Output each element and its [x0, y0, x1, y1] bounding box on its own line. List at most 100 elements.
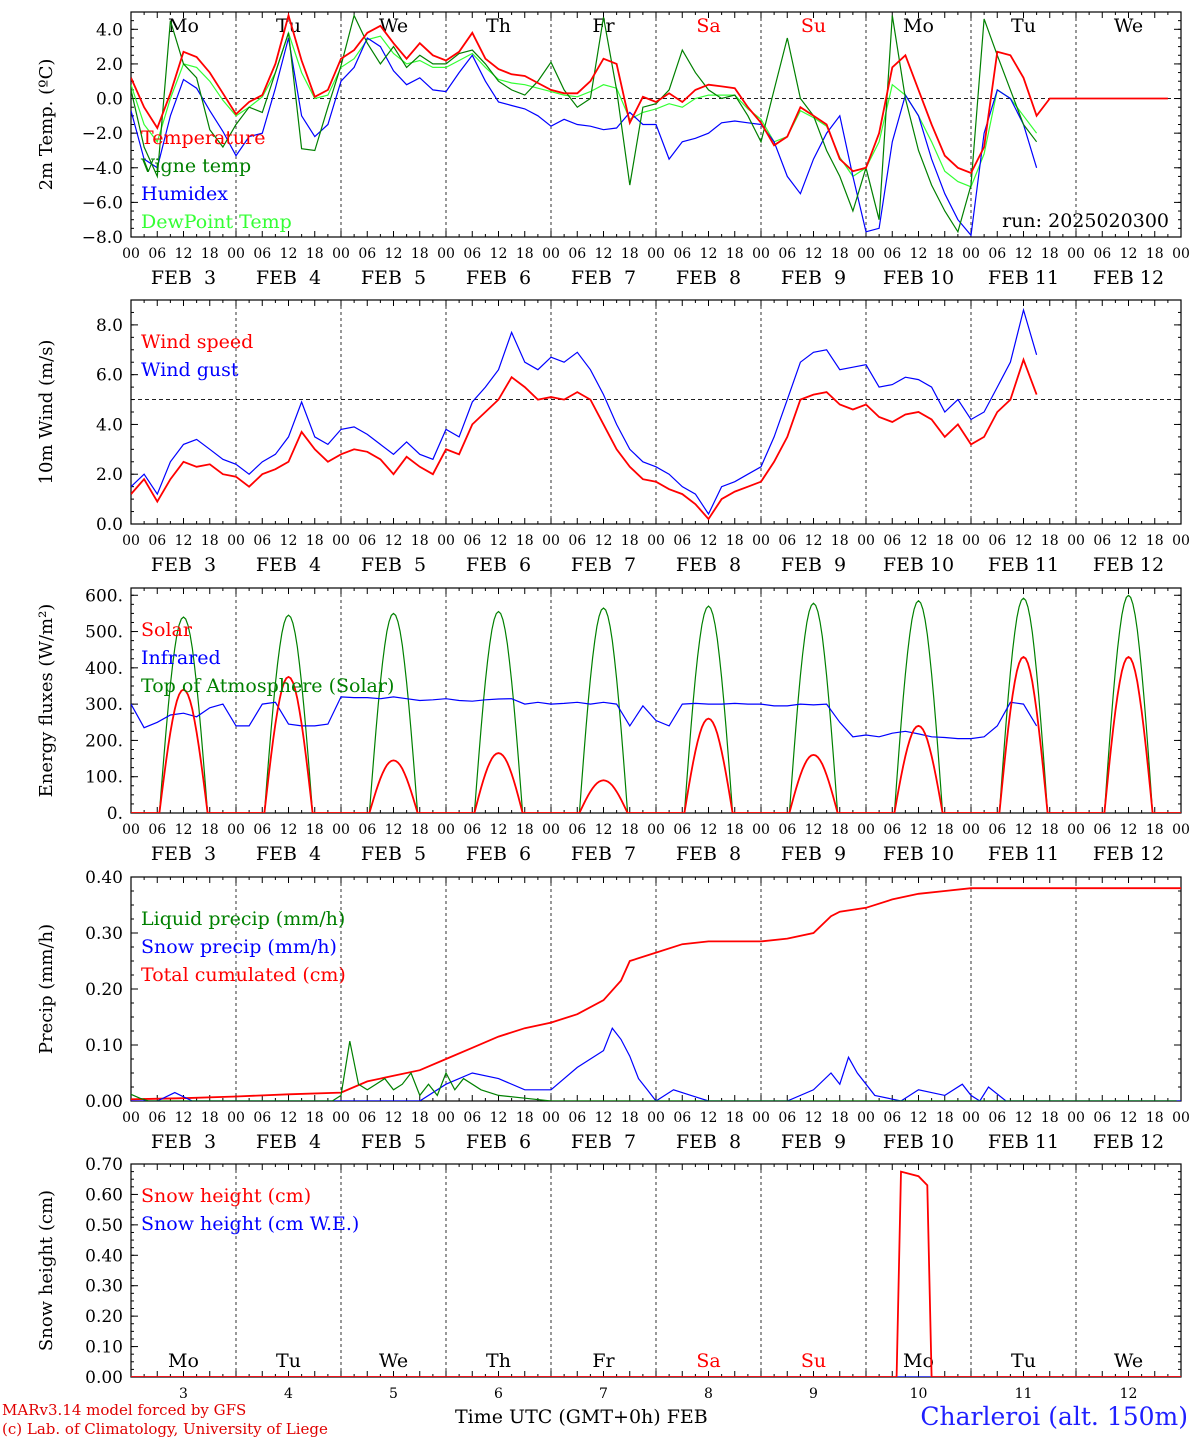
hour-tick-label: 06: [778, 246, 796, 262]
hour-tick-label: 06: [673, 1110, 691, 1126]
day-label: FEB 4: [256, 267, 321, 289]
panel-wind: 0.0 2.0 4.0 6.0 8.0 10m Wind (m/s) 00 06 12 18 00 0…: [36, 299, 1190, 576]
weekday-label: Tu: [1011, 15, 1036, 37]
hour-tick-label: 18: [411, 822, 429, 838]
series-vigne-temp: [131, 13, 1038, 234]
hour-tick-label: 00: [542, 533, 560, 549]
hour-tick-label: 00: [752, 246, 770, 262]
y-tick-label: 300.: [85, 695, 123, 715]
weekday-label: We: [379, 15, 408, 37]
credit-lab: (c) Lab. of Climatology, University of L…: [2, 1420, 328, 1438]
hour-tick-label: 18: [516, 822, 534, 838]
hour-tick-label: 12: [385, 822, 403, 838]
hour-tick-label: 00: [857, 1110, 875, 1126]
day-label: FEB 5: [361, 554, 426, 576]
y-tick-label: 0.30: [85, 1277, 123, 1297]
hour-tick-label: 12: [175, 822, 193, 838]
weekday-label: Su: [801, 15, 826, 37]
hour-tick-label: 18: [201, 246, 219, 262]
day-label: FEB 7: [571, 267, 636, 289]
legend-entry: Wind speed: [141, 331, 253, 353]
hour-tick-label: 00: [437, 246, 455, 262]
hour-tick-label: 06: [358, 822, 376, 838]
y-tick-label: −8.0: [82, 228, 123, 248]
hour-tick-label: 12: [280, 822, 298, 838]
legend-entry: Wind gust: [141, 359, 239, 381]
panel-energy: 0. 100. 200. 300. 400. 500. 600. Energy fluxes …: [36, 586, 1190, 865]
plot-frame: [130, 587, 1182, 814]
day-number-label: 4: [284, 1386, 293, 1400]
legend-entry: Top of Atmosphere (Solar): [141, 675, 394, 697]
y-tick-label: 0.0: [96, 515, 123, 535]
hour-tick-label: 12: [1120, 1110, 1138, 1126]
hour-tick-label: 00: [962, 822, 980, 838]
hour-tick-label: 00: [1172, 533, 1190, 549]
day-label: FEB 3: [151, 1131, 216, 1153]
hour-tick-label: 18: [201, 1110, 219, 1126]
hour-tick-label: 06: [568, 533, 586, 549]
hour-tick-label: 12: [1015, 1110, 1033, 1126]
day-label: FEB 3: [151, 554, 216, 576]
hour-tick-label: 00: [437, 822, 455, 838]
hour-tick-label: 00: [1067, 1110, 1085, 1126]
station-name: Charleroi (alt. 150m): [920, 1402, 1188, 1431]
y-tick-label: 0.: [107, 804, 123, 824]
weekday-label: Fr: [592, 15, 615, 37]
hour-tick-label: 00: [227, 246, 245, 262]
hour-tick-label: 00: [122, 822, 140, 838]
day-label: FEB 4: [256, 554, 321, 576]
hour-tick-label: 12: [175, 1110, 193, 1126]
day-label: FEB 9: [781, 1131, 846, 1153]
y-axis-label: Energy fluxes (W/m²): [36, 604, 57, 798]
hour-tick-label: 12: [385, 246, 403, 262]
hour-tick-label: 00: [542, 246, 560, 262]
day-number-label: 7: [599, 1386, 608, 1400]
day-label: FEB 10: [883, 1131, 954, 1153]
hour-tick-label: 18: [1146, 533, 1164, 549]
y-axis-label: 2m Temp. (ºC): [36, 59, 57, 191]
series-humidex: [131, 37, 1038, 237]
hour-tick-label: 18: [831, 1110, 849, 1126]
hour-tick-label: 06: [358, 246, 376, 262]
hour-tick-label: 18: [621, 822, 639, 838]
day-label: FEB 5: [361, 1131, 426, 1153]
legend-entry: Snow precip (mm/h): [141, 936, 337, 958]
hour-tick-label: 12: [910, 822, 928, 838]
hour-tick-label: 06: [148, 533, 166, 549]
legend-entry: Solar: [141, 619, 193, 641]
y-tick-label: 0.30: [85, 924, 123, 944]
day-number-label: 6: [494, 1386, 503, 1400]
hour-tick-label: 18: [936, 822, 954, 838]
day-label: FEB 11: [988, 267, 1059, 289]
y-tick-label: 500.: [85, 623, 123, 643]
x-axis-title: Time UTC (GMT+0h) FEB: [455, 1406, 708, 1428]
weekday-label: Mo: [903, 1350, 934, 1372]
y-tick-label: 4.0: [96, 20, 123, 40]
y-tick-label: 400.: [85, 659, 123, 679]
day-label: FEB 11: [988, 843, 1059, 865]
hour-tick-label: 00: [647, 822, 665, 838]
hour-tick-label: 12: [1015, 822, 1033, 838]
hour-tick-label: 06: [673, 533, 691, 549]
hour-tick-label: 18: [936, 246, 954, 262]
y-tick-label: 6.0: [96, 366, 123, 386]
hour-tick-label: 00: [647, 246, 665, 262]
hour-tick-label: 06: [883, 1110, 901, 1126]
day-label: FEB 12: [1093, 1131, 1164, 1153]
weekday-label: Th: [486, 15, 511, 37]
legend-entry: Infrared: [141, 647, 221, 669]
hour-tick-label: 12: [490, 1110, 508, 1126]
hour-tick-label: 00: [1067, 533, 1085, 549]
hour-tick-label: 12: [595, 822, 613, 838]
hour-tick-label: 06: [253, 246, 271, 262]
hour-tick-label: 06: [568, 822, 586, 838]
legend-entry: DewPoint Temp: [141, 211, 292, 233]
hour-tick-label: 00: [122, 1110, 140, 1126]
hour-tick-label: 00: [542, 822, 560, 838]
legend-entry: Humidex: [141, 183, 228, 205]
hour-tick-label: 18: [621, 246, 639, 262]
day-label: FEB 5: [361, 267, 426, 289]
day-label: FEB 8: [676, 554, 741, 576]
hour-tick-label: 06: [1093, 1110, 1111, 1126]
